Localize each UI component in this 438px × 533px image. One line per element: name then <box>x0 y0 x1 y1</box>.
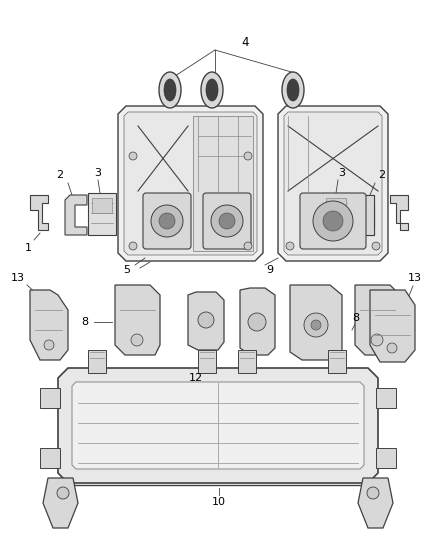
Text: 12: 12 <box>189 373 203 383</box>
Ellipse shape <box>282 72 304 108</box>
Ellipse shape <box>201 72 223 108</box>
Polygon shape <box>118 106 263 261</box>
Bar <box>326 198 346 213</box>
Circle shape <box>244 242 252 250</box>
Circle shape <box>304 313 328 337</box>
Circle shape <box>371 334 383 346</box>
Circle shape <box>151 205 183 237</box>
Polygon shape <box>40 448 60 468</box>
Circle shape <box>219 213 235 229</box>
Polygon shape <box>322 193 350 235</box>
Text: 2: 2 <box>57 170 64 180</box>
Polygon shape <box>88 193 116 235</box>
Text: 13: 13 <box>408 273 422 283</box>
Polygon shape <box>278 106 388 261</box>
Circle shape <box>248 313 266 331</box>
Text: 8: 8 <box>81 317 88 327</box>
Polygon shape <box>376 388 396 408</box>
FancyBboxPatch shape <box>143 193 191 249</box>
Ellipse shape <box>159 72 181 108</box>
Polygon shape <box>370 290 415 362</box>
Circle shape <box>131 334 143 346</box>
Polygon shape <box>358 478 393 528</box>
Text: 9: 9 <box>266 265 274 275</box>
Text: 1: 1 <box>25 243 32 253</box>
Circle shape <box>313 201 353 241</box>
Circle shape <box>286 242 294 250</box>
Circle shape <box>57 487 69 499</box>
Circle shape <box>44 340 54 350</box>
Text: 8: 8 <box>353 313 360 323</box>
FancyBboxPatch shape <box>300 193 366 249</box>
Polygon shape <box>65 195 87 235</box>
Polygon shape <box>30 195 48 230</box>
Polygon shape <box>124 112 257 255</box>
Text: 13: 13 <box>11 273 25 283</box>
Text: 2: 2 <box>378 170 385 180</box>
Circle shape <box>311 320 321 330</box>
Polygon shape <box>352 195 374 235</box>
Ellipse shape <box>206 79 218 101</box>
Polygon shape <box>198 350 216 373</box>
Text: 4: 4 <box>241 36 249 49</box>
Circle shape <box>387 343 397 353</box>
Polygon shape <box>328 350 346 373</box>
Polygon shape <box>88 350 106 373</box>
Polygon shape <box>193 116 253 251</box>
Polygon shape <box>115 285 160 355</box>
Polygon shape <box>284 112 382 255</box>
Text: 10: 10 <box>212 497 226 507</box>
Circle shape <box>211 205 243 237</box>
Polygon shape <box>43 478 78 528</box>
Polygon shape <box>30 290 68 360</box>
Polygon shape <box>290 285 342 360</box>
Circle shape <box>372 242 380 250</box>
Polygon shape <box>355 285 400 355</box>
Polygon shape <box>390 195 408 230</box>
Polygon shape <box>72 382 364 469</box>
Polygon shape <box>58 368 378 483</box>
Circle shape <box>198 312 214 328</box>
Circle shape <box>159 213 175 229</box>
Polygon shape <box>376 448 396 468</box>
Text: 3: 3 <box>339 168 346 178</box>
FancyBboxPatch shape <box>203 193 251 249</box>
Circle shape <box>129 152 137 160</box>
Polygon shape <box>352 195 374 235</box>
Circle shape <box>129 242 137 250</box>
Circle shape <box>367 487 379 499</box>
Polygon shape <box>238 350 256 373</box>
Bar <box>92 198 112 213</box>
Circle shape <box>323 211 343 231</box>
Ellipse shape <box>287 79 299 101</box>
Polygon shape <box>240 288 275 355</box>
Polygon shape <box>188 292 224 350</box>
Text: 5: 5 <box>124 265 131 275</box>
Circle shape <box>244 152 252 160</box>
Text: 3: 3 <box>95 168 102 178</box>
Polygon shape <box>40 388 60 408</box>
Ellipse shape <box>164 79 176 101</box>
